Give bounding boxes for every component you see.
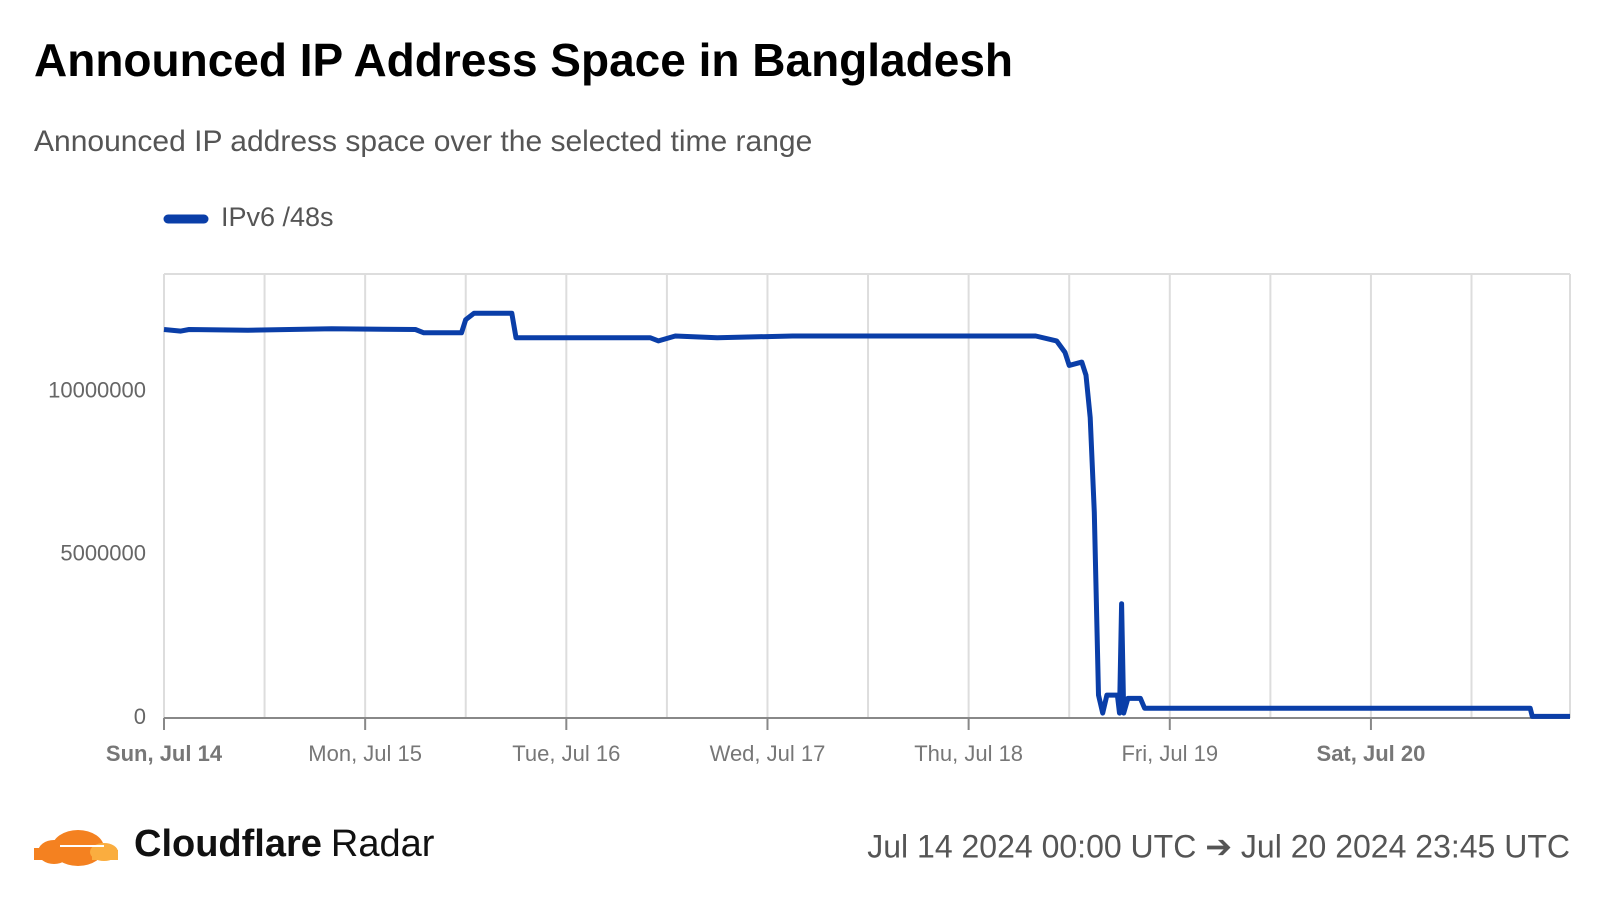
- x-tick-label: Sun, Jul 14: [106, 741, 223, 766]
- x-tick-label: Sat, Jul 20: [1317, 741, 1426, 766]
- y-tick-label: 10000000: [48, 377, 146, 402]
- brand: Cloudflare Radar: [134, 823, 435, 865]
- y-tick-label: 5000000: [60, 541, 146, 566]
- x-tick-label: Fri, Jul 19: [1121, 741, 1218, 766]
- brand-name: Cloudflare: [134, 823, 322, 865]
- x-tick-label: Thu, Jul 18: [914, 741, 1023, 766]
- brand-product: Radar: [331, 823, 435, 865]
- series-line: [163, 310, 1570, 719]
- time-range: Jul 14 2024 00:00 UTC ➔ Jul 20 2024 23:4…: [867, 828, 1570, 864]
- chart-subtitle: Announced IP address space over the sele…: [34, 125, 812, 158]
- x-tick-label: Tue, Jul 16: [512, 741, 620, 766]
- chart-title: Announced IP Address Space in Bangladesh: [34, 34, 1013, 86]
- logo: [34, 830, 118, 866]
- x-tick-label: Wed, Jul 17: [710, 741, 826, 766]
- y-tick-label: 0: [134, 704, 146, 729]
- legend-label: IPv6 /48s: [221, 202, 334, 232]
- x-tick-label: Mon, Jul 15: [308, 741, 422, 766]
